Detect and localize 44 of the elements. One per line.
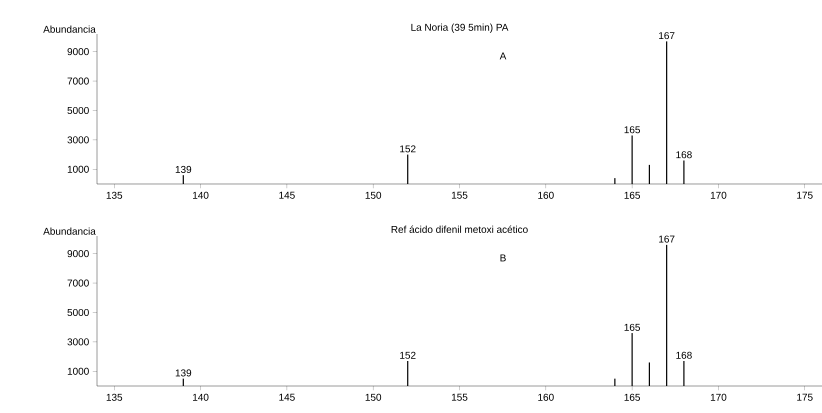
y-tick-label: 7000 — [68, 280, 89, 287]
x-tick-label: 135 — [106, 394, 122, 401]
x-tick-label: 175 — [797, 192, 813, 199]
y-axis-title: Abundancia — [43, 25, 96, 33]
annotation: 167 — [659, 32, 674, 40]
annotation: 139 — [176, 166, 192, 173]
x-tick-label: 140 — [193, 394, 208, 401]
x-tick-label: 160 — [538, 192, 554, 199]
x-tick-label: 170 — [710, 394, 726, 401]
y-tick-label: 7000 — [68, 78, 89, 85]
x-tick-label: 155 — [452, 394, 468, 401]
annotation: B — [500, 254, 506, 262]
x-tick-label: 155 — [452, 192, 468, 199]
annotation: 168 — [676, 151, 692, 158]
chart-title: Ref ácido difenil metoxi acético — [392, 226, 528, 233]
x-tick-label: 150 — [366, 192, 382, 199]
y-axis-title: Abundancia — [43, 227, 96, 235]
x-tick-label: 165 — [624, 394, 640, 401]
y-tick-label: 3000 — [67, 338, 89, 346]
y-tick-label: 5000 — [67, 106, 89, 114]
annotation: 168 — [676, 352, 692, 359]
x-tick-label: 140 — [193, 192, 208, 199]
y-tick-label: 5000 — [67, 308, 89, 316]
y-tick-label: 9000 — [68, 48, 89, 56]
annotation: 165 — [624, 126, 640, 134]
y-tick-label: 1000 — [68, 368, 89, 375]
x-tick-label: 145 — [279, 394, 295, 401]
y-tick-label: 1000 — [68, 166, 89, 173]
y-tick-label: 9000 — [68, 250, 89, 258]
x-tick-label: 150 — [366, 394, 382, 401]
x-tick-label: 160 — [538, 394, 554, 401]
x-tick-label: 170 — [710, 192, 726, 199]
annotation: 152 — [400, 352, 416, 359]
x-tick-label: 175 — [797, 394, 813, 401]
annotation: 165 — [624, 324, 640, 331]
annotation: 139 — [176, 369, 192, 376]
chart-title: La Noria (39 5min) PA — [411, 24, 508, 33]
annotation: 152 — [400, 145, 416, 152]
x-tick-label: 135 — [106, 192, 122, 199]
annotation: 167 — [659, 236, 674, 243]
x-tick-label: 165 — [624, 192, 640, 199]
x-tick-label: 145 — [279, 192, 295, 199]
y-tick-label: 3000 — [67, 136, 89, 144]
annotation: A — [500, 52, 506, 60]
